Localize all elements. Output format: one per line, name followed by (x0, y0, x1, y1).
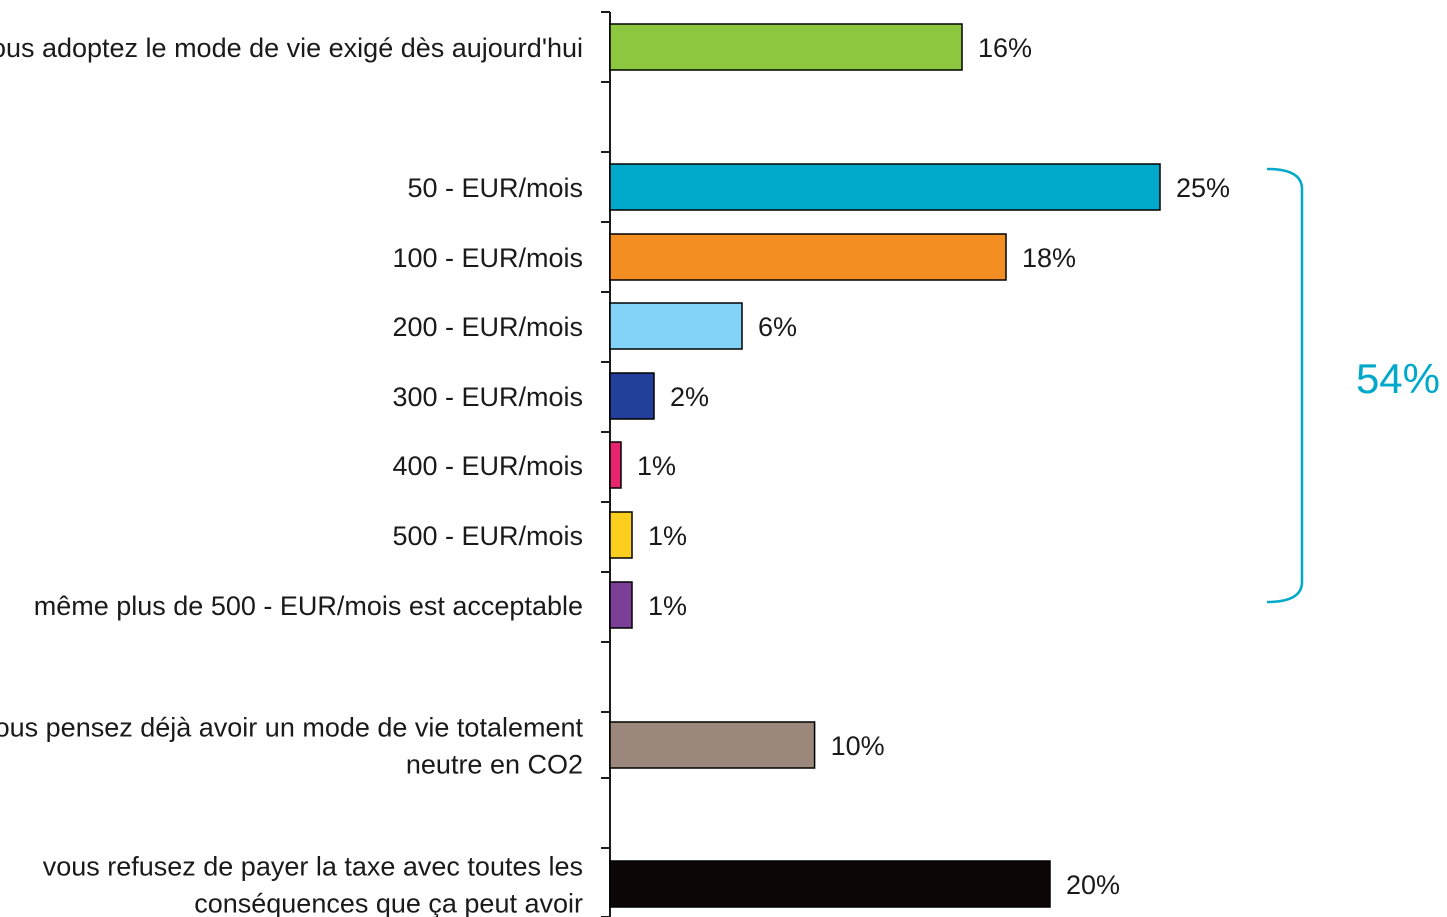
bars-layer (609, 23, 1161, 908)
value-label: 18% (1022, 243, 1076, 273)
category-label-line: 300 - EUR/mois (392, 382, 583, 412)
bar (609, 23, 963, 71)
category-labels: vous adoptez le mode de vie exigé dès au… (0, 33, 583, 917)
bar (609, 581, 633, 629)
value-label: 2% (670, 382, 709, 412)
value-labels: 16% 25% 18% 6% 2% 1% 1% 1% 10% 20% (637, 33, 1230, 900)
category-label: 300 - EUR/mois (392, 382, 583, 412)
category-label: 100 - EUR/mois (392, 243, 583, 273)
value-label: 10% (831, 731, 885, 761)
category-label-line: 500 - EUR/mois (392, 521, 583, 551)
group-bracket (1266, 167, 1304, 604)
category-label-line: 400 - EUR/mois (392, 451, 583, 481)
value-label: 16% (978, 33, 1032, 63)
value-label: 1% (637, 451, 676, 481)
category-label: vous refusez de payer la taxe avec toute… (43, 852, 583, 917)
bar (609, 302, 743, 350)
value-label: 25% (1176, 173, 1230, 203)
category-label-line: même plus de 500 - EUR/mois est acceptab… (34, 591, 583, 621)
category-label-line: vous adoptez le mode de vie exigé dès au… (0, 33, 583, 63)
category-label-line: vous pensez déjà avoir un mode de vie to… (0, 713, 583, 743)
category-label: 50 - EUR/mois (407, 173, 583, 203)
category-label-line: conséquences que ça peut avoir (194, 889, 583, 917)
bar (609, 163, 1161, 211)
bar (609, 441, 622, 489)
bar (609, 372, 655, 420)
axis-layer (601, 11, 611, 917)
category-label-line: 100 - EUR/mois (392, 243, 583, 273)
group-annotation: 54% (1266, 167, 1440, 604)
category-label-line: 200 - EUR/mois (392, 312, 583, 342)
category-label-line: 50 - EUR/mois (407, 173, 583, 203)
category-label: 500 - EUR/mois (392, 521, 583, 551)
category-label: 400 - EUR/mois (392, 451, 583, 481)
bar (609, 860, 1051, 908)
value-label: 1% (648, 521, 687, 551)
bar (609, 511, 633, 559)
value-label: 6% (758, 312, 797, 342)
bar (609, 721, 816, 769)
category-label-line: vous refusez de payer la taxe avec toute… (43, 852, 583, 882)
bar (609, 233, 1007, 281)
category-label: vous pensez déjà avoir un mode de vie to… (0, 713, 583, 780)
category-label-line: neutre en CO2 (406, 750, 583, 780)
category-label: 200 - EUR/mois (392, 312, 583, 342)
category-label: même plus de 500 - EUR/mois est acceptab… (34, 591, 583, 621)
value-label: 1% (648, 591, 687, 621)
category-label: vous adoptez le mode de vie exigé dès au… (0, 33, 583, 63)
group-total-label: 54% (1356, 355, 1440, 402)
value-label: 20% (1066, 870, 1120, 900)
